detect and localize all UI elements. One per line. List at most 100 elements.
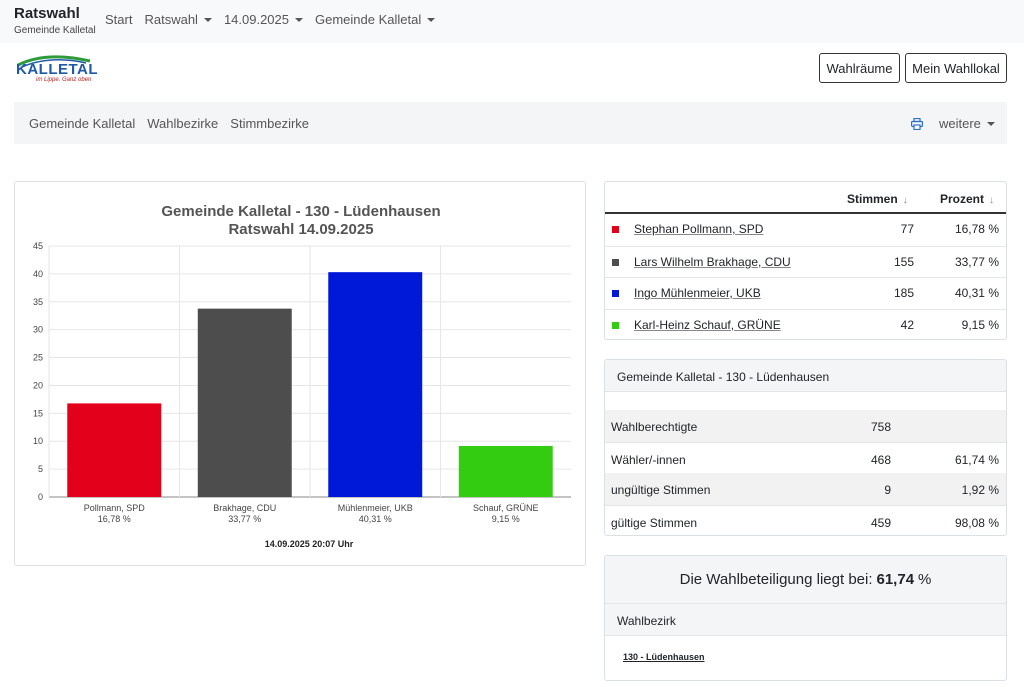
mein-wahllokal-button[interactable]: Mein Wahllokal <box>905 53 1007 83</box>
x-category-label: Brakhage, CDU <box>213 503 276 513</box>
top-nav-menu: Start Ratswahl 14.09.2025 Gemeinde Kalle… <box>105 12 435 27</box>
candidate-votes: 155 <box>893 254 914 269</box>
candidate-percent: 33,77 % <box>954 254 999 269</box>
kalletal-logo[interactable]: KALLETAL im Lippe. Ganz oben <box>16 53 98 83</box>
turnout-text: Die Wahlbeteiligung liegt bei: <box>679 571 873 588</box>
result-row: Ingo Mühlenmeier, UKB 185 40,31 % <box>605 277 1006 308</box>
brand[interactable]: Ratswahl Gemeinde Kalletal <box>14 5 96 37</box>
results-table: Stimmen ↓ Prozent ↓ Stephan Pollmann, SPD 7… <box>604 181 1007 340</box>
x-category-label: Mühlenmeier, UKB <box>338 503 413 513</box>
subnav-link-gemeinde[interactable]: Gemeinde Kalletal <box>29 116 136 131</box>
nav-item-gemeinde-dropdown[interactable]: Gemeinde Kalletal <box>315 12 435 27</box>
top-navbar: Ratswahl Gemeinde Kalletal Start Ratswah… <box>0 0 1024 43</box>
candidate-votes: 77 <box>900 222 914 236</box>
percent-header-label: Prozent <box>940 192 985 206</box>
logo-hills-icon <box>17 55 91 68</box>
x-category-label: Schauf, GRÜNE <box>473 503 539 513</box>
y-tick-label: 25 <box>33 353 43 363</box>
result-row: Karl-Heinz Schauf, GRÜNE 42 9,15 % <box>605 308 1006 340</box>
candidate-percent: 40,31 % <box>954 286 999 300</box>
stat-value: 468 <box>870 453 891 467</box>
stat-row-wahlberechtigte: Wahlberechtigte 758 <box>605 410 1006 442</box>
wahlraeume-button[interactable]: Wahlräume <box>819 53 900 83</box>
secondary-navbar: Gemeinde Kalletal Wahlbezirke Stimmbezir… <box>14 102 1007 144</box>
column-header-percent[interactable]: Prozent ↓ <box>940 192 994 206</box>
chart-footer-timestamp: 14.09.2025 20:07 Uhr <box>265 539 354 549</box>
sort-arrow-down-icon: ↓ <box>902 195 908 206</box>
nav-item-ratswahl-dropdown[interactable]: Ratswahl <box>144 12 211 27</box>
y-tick-label: 35 <box>33 297 43 307</box>
statistics-card: Gemeinde Kalletal - 130 - Lüdenhausen Wa… <box>604 359 1007 536</box>
result-row: Lars Wilhelm Brakhage, CDU 155 33,77 % <box>605 245 1006 277</box>
turnout-summary: Die Wahlbeteiligung liegt bei: 61,74 % <box>605 556 1006 604</box>
statistics-header: Gemeinde Kalletal - 130 - Lüdenhausen <box>605 360 1006 392</box>
stat-value: 459 <box>870 516 891 530</box>
wahlbezirk-title: Wahlbezirk <box>617 614 676 628</box>
stat-value: 9 <box>884 483 891 497</box>
bar <box>197 308 292 497</box>
logo-wordmark: KALLETAL <box>16 61 99 78</box>
bar <box>67 403 162 497</box>
y-tick-label: 15 <box>33 408 43 418</box>
candidate-link[interactable]: Karl-Heinz Schauf, GRÜNE <box>634 317 781 332</box>
candidate-percent: 16,78 % <box>954 222 999 236</box>
candidate-votes: 42 <box>900 317 914 332</box>
stat-row-gueltige: gültige Stimmen 459 98,08 % <box>605 505 1006 535</box>
results-bar-chart: Gemeinde Kalletal - 130 - LüdenhausenRat… <box>33 203 571 549</box>
candidate-votes: 185 <box>893 286 914 300</box>
x-category-percent-label: 40,31 % <box>359 514 392 524</box>
turnout-value: 61,74 <box>876 571 915 588</box>
stat-label: Wähler/-innen <box>611 453 686 467</box>
chart-title: Gemeinde Kalletal - 130 - Lüdenhausen <box>161 203 440 220</box>
brand-subtitle: Gemeinde Kalletal <box>14 25 96 36</box>
x-category-label: Pollmann, SPD <box>84 503 146 513</box>
candidate-link[interactable]: Ingo Mühlenmeier, UKB <box>634 286 761 300</box>
wahlbezirk-link[interactable]: 130 - Lüdenhausen <box>623 652 705 662</box>
party-color-swatch <box>612 258 619 266</box>
y-tick-label: 20 <box>33 380 43 390</box>
x-category-percent-label: 9,15 % <box>492 514 520 524</box>
subnav-link-wahlbezirke[interactable]: Wahlbezirke <box>147 116 219 131</box>
wahlbezirk-header: Wahlbezirk <box>605 604 1006 636</box>
turnout-card: Die Wahlbeteiligung liegt bei: 61,74 % W… <box>604 555 1007 681</box>
votes-header-label: Stimmen <box>847 192 898 206</box>
stat-percent: 98,08 % <box>954 516 999 530</box>
y-tick-label: 5 <box>38 464 43 474</box>
printer-icon[interactable] <box>911 118 923 130</box>
nav-item-start[interactable]: Start <box>105 12 133 27</box>
stat-percent: 1,92 % <box>961 483 999 497</box>
y-tick-label: 45 <box>33 241 43 251</box>
y-tick-label: 10 <box>33 436 43 446</box>
y-tick-label: 0 <box>38 492 43 502</box>
results-chart-card: Gemeinde Kalletal - 130 - Lüdenhausen Rat… <box>14 181 586 566</box>
party-color-swatch <box>612 226 619 233</box>
x-category-percent-label: 16,78 % <box>98 514 131 524</box>
stat-row-ungueltige: ungültige Stimmen 9 1,92 % <box>605 473 1006 505</box>
candidate-link[interactable]: Lars Wilhelm Brakhage, CDU <box>634 254 791 269</box>
column-header-votes[interactable]: Stimmen ↓ <box>847 192 908 206</box>
party-color-swatch <box>612 290 619 297</box>
subnav-links: Gemeinde Kalletal Wahlbezirke Stimmbezir… <box>29 116 309 131</box>
bar <box>458 445 553 497</box>
party-color-swatch <box>612 321 619 329</box>
y-tick-label: 30 <box>33 325 43 335</box>
candidate-link[interactable]: Stephan Pollmann, SPD <box>634 222 764 236</box>
stat-percent: 61,74 % <box>954 453 999 467</box>
subnav-link-stimmbezirke[interactable]: Stimmbezirke <box>230 116 310 131</box>
logo-tagline: im Lippe. Ganz oben <box>36 77 92 83</box>
chart-subtitle: Ratswahl 14.09.2025 <box>228 221 373 238</box>
stat-label: gültige Stimmen <box>611 516 698 530</box>
result-row: Stephan Pollmann, SPD 77 16,78 % <box>605 214 1006 245</box>
nav-item-date-dropdown[interactable]: 14.09.2025 <box>224 12 303 27</box>
turnout-unit: % <box>918 571 932 588</box>
sort-arrow-down-icon: ↓ <box>989 195 995 206</box>
statistics-title: Gemeinde Kalletal - 130 - Lüdenhausen <box>617 370 830 384</box>
stat-label: Wahlberechtigte <box>611 420 698 434</box>
brand-title: Ratswahl <box>14 5 80 22</box>
bar <box>328 272 423 497</box>
stat-label: ungültige Stimmen <box>611 483 711 497</box>
more-dropdown[interactable]: weitere <box>939 116 995 131</box>
candidate-percent: 9,15 % <box>961 317 999 332</box>
stat-row-waehler: Wähler/-innen 468 61,74 % <box>605 442 1006 474</box>
y-tick-label: 40 <box>33 269 43 279</box>
